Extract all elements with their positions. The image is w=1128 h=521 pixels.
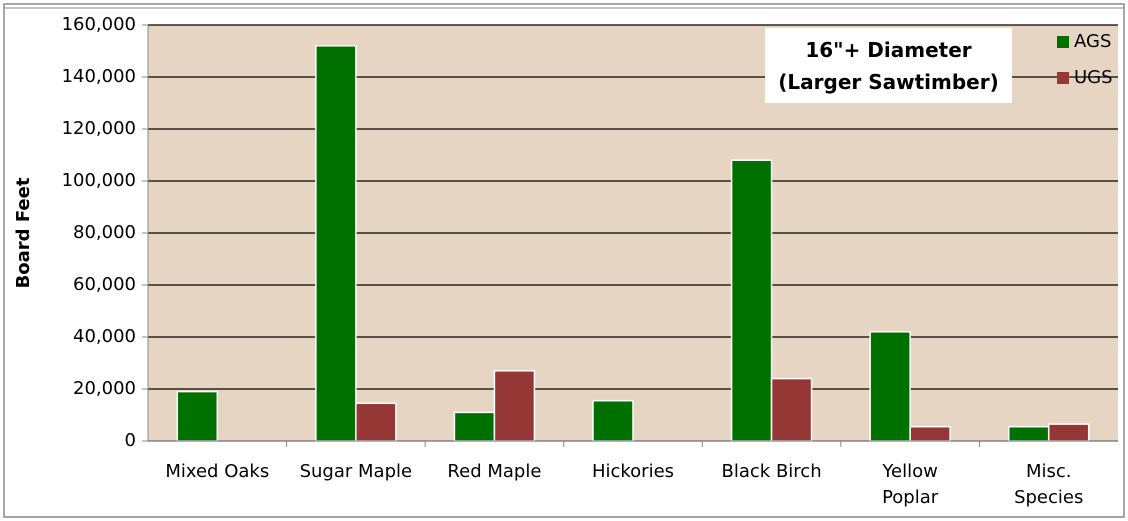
x-tick-label: Mixed Oaks: [165, 461, 270, 482]
y-tick-label: 140,000: [62, 66, 136, 87]
bar: [453, 411, 496, 442]
bar: [493, 370, 536, 442]
y-tick-label: 100,000: [62, 170, 136, 191]
bar: [355, 402, 397, 442]
legend-label: AGS: [1074, 31, 1111, 52]
y-tick-label: 0: [125, 430, 136, 451]
bar: [869, 331, 911, 442]
y-tick-label: 160,000: [62, 14, 136, 35]
bar: [176, 390, 219, 442]
x-tick-label: Black Birch: [721, 461, 822, 482]
bar: [315, 45, 357, 442]
y-tick-label: 40,000: [73, 326, 136, 347]
x-tick-label: Sugar Maple: [299, 461, 413, 482]
y-tick-label: 20,000: [73, 378, 136, 399]
bar: [909, 425, 951, 442]
legend-swatch: [1057, 36, 1069, 48]
bar: [1007, 425, 1050, 442]
x-tick-label: Red Maple: [447, 461, 542, 482]
legend-swatch: [1057, 72, 1069, 84]
annotation: 16"+ Diameter (Larger Sawtimber): [765, 28, 1012, 103]
y-tick-label: 80,000: [73, 222, 136, 243]
bar: [770, 377, 813, 442]
frame: [3, 3, 1125, 518]
legend-label: UGS: [1074, 67, 1113, 88]
y-axis-label: Board Feet: [13, 177, 34, 288]
x-tick-label: Yellow Poplar: [882, 461, 939, 508]
x-tick-label: Misc. Species: [1014, 461, 1084, 508]
x-tick-label: Hickories: [591, 461, 675, 482]
bar: [1047, 423, 1090, 442]
bar: [730, 159, 773, 442]
y-tick-label: 120,000: [62, 118, 136, 139]
bar: [592, 399, 634, 442]
y-tick-label: 60,000: [73, 274, 136, 295]
